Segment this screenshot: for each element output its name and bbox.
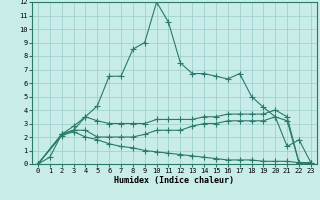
X-axis label: Humidex (Indice chaleur): Humidex (Indice chaleur) xyxy=(115,176,234,185)
